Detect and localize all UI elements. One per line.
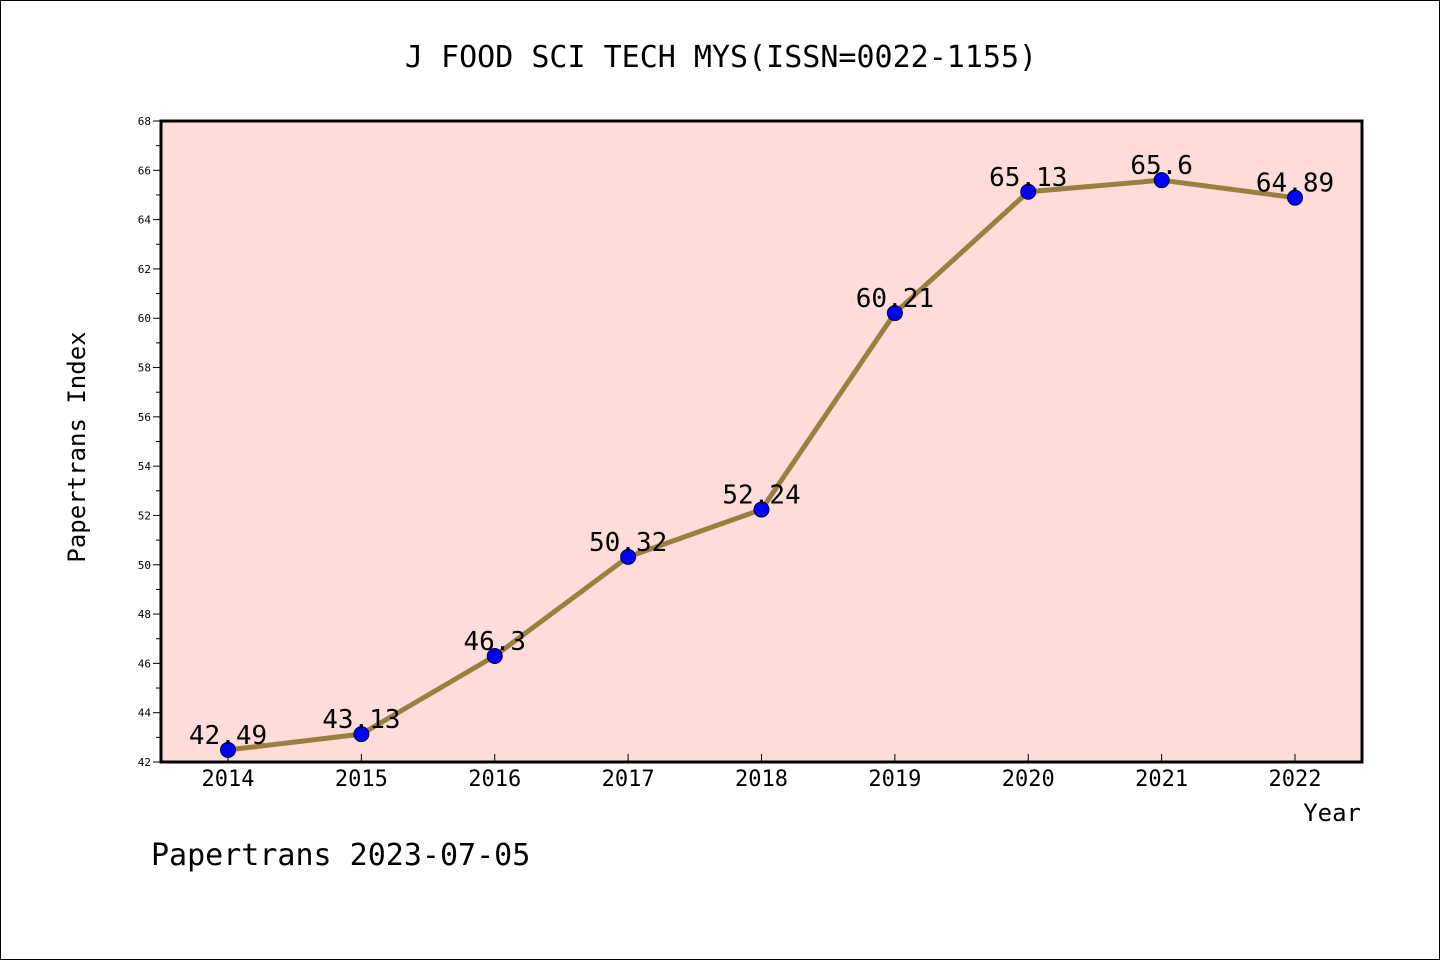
data-label: 60.21: [856, 284, 934, 314]
data-label: 65.13: [989, 163, 1067, 193]
data-label: 46.3: [463, 627, 526, 657]
footer-text: Papertrans 2023-07-05: [151, 838, 530, 873]
y-tick-label: 48: [138, 608, 151, 621]
data-labels-group: 42.49 43.13 46.3 50.32 52.24 60.21 65.13 65.6 64…: [189, 151, 1334, 751]
chart-title: J FOOD SCI TECH MYS(ISSN=0022-1155): [405, 40, 1037, 75]
x-tick-label: 2018: [735, 767, 788, 792]
series-group: [220, 172, 1303, 758]
y-tick-label: 44: [138, 707, 152, 720]
x-tick-label: 2017: [602, 767, 655, 792]
y-tick-label: 62: [138, 263, 151, 276]
x-tick-label: 2022: [1269, 767, 1322, 792]
y-tick-label: 52: [138, 509, 151, 522]
data-point: [1287, 189, 1303, 206]
data-label: 65.6: [1130, 151, 1193, 181]
x-tick-label: 2021: [1135, 767, 1188, 792]
data-label: 64.89: [1256, 169, 1334, 199]
data-point: [1020, 183, 1037, 200]
plot-area: [159, 119, 1364, 764]
x-tick-label: 2015: [335, 767, 388, 792]
data-label: 52.24: [722, 481, 800, 511]
data-point: [486, 647, 503, 664]
y-tick-label: 46: [138, 657, 151, 670]
data-point: [1153, 172, 1170, 189]
x-axis-label: Year: [1303, 799, 1361, 827]
data-point: [753, 501, 770, 518]
y-tick-label: 56: [138, 411, 151, 424]
y-tick-label: 50: [138, 559, 151, 572]
data-label: 43.13: [322, 705, 400, 735]
y-tick-label: 66: [138, 164, 151, 177]
data-point: [886, 305, 903, 322]
data-label: 42.49: [189, 721, 267, 751]
x-tick-label: 2016: [468, 767, 521, 792]
x-tick-label: 2019: [868, 767, 921, 792]
data-point: [353, 726, 370, 743]
y-tick-label: 60: [138, 312, 151, 325]
y-tick-label: 42: [138, 756, 151, 769]
y-tick-label: 68: [138, 115, 151, 128]
y-tick-label: 58: [138, 362, 151, 375]
y-axis-ticks: 42 44 46 48 50 52 54 56 58 60 62 64 66 68: [138, 115, 161, 769]
y-tick-label: 54: [138, 460, 152, 473]
x-axis-ticks: 2014 2015 2016 2017 2018 2019 2020 2021 2022: [202, 754, 1322, 792]
x-tick-label: 2020: [1002, 767, 1055, 792]
data-label: 50.32: [589, 528, 667, 558]
x-tick-label: 2014: [202, 767, 255, 792]
data-point: [220, 741, 236, 758]
data-point: [620, 548, 637, 565]
y-tick-label: 64: [138, 214, 152, 227]
y-axis-label: Papertrans Index: [63, 331, 91, 562]
